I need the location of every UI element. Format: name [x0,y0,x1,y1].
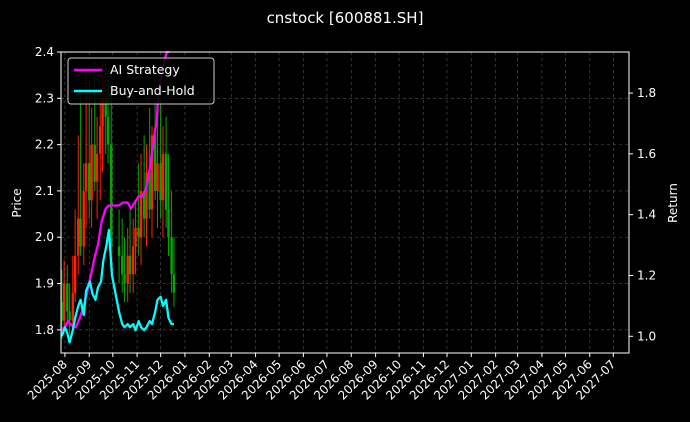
candle-body [79,218,82,247]
candle-body [126,255,129,284]
candle-body [139,190,143,238]
y-tick-label: 1.8 [35,323,54,337]
legend-label-ai-strategy: AI Strategy [110,62,180,77]
left-axis: 1.8 1.9 2.0 2.1 2.2 2.3 2.4 [35,45,61,337]
y-tick-label: 2.0 [35,230,54,244]
y-tick-label: 2.1 [35,184,54,198]
y-tick-label: 2.2 [35,138,54,152]
candle-body [62,283,66,321]
y-axis-label: Price [10,188,24,217]
y-tick-label: 2.3 [35,91,54,105]
candle-body [161,153,165,201]
candle-body [60,302,63,321]
candle-body [82,190,85,247]
candle-body [110,144,113,247]
candle-body [88,163,91,201]
candle-body [71,292,74,321]
series-line-buy-and-hold [60,228,174,344]
candle-body [170,237,173,275]
candle-body [93,144,96,182]
candle-body [101,98,104,127]
y2-tick-label: 1.8 [637,86,656,100]
candle-body [95,153,99,182]
candle-body [77,218,80,256]
candle-body [156,163,159,191]
candle-body [145,172,148,219]
candle-body [73,255,77,293]
chart-title: cnstock [600881.SH] [267,9,424,27]
legend-box [67,57,215,105]
candle-body [123,274,126,284]
candle-body [66,283,69,312]
y2-tick-label: 1.2 [637,268,656,282]
candles [60,61,176,340]
candle-body [128,255,132,275]
candle-body [134,227,137,247]
candle-body [90,144,93,201]
legend: AI Strategy Buy-and-Hold [67,57,215,105]
plot-frame [60,51,630,354]
y-tick-label: 2.4 [35,45,54,59]
candle-body [120,255,124,275]
candle-body [99,126,102,154]
candle-body [106,116,110,145]
y2-tick-label: 1.6 [637,147,656,161]
series-line-ai-strategy [61,50,170,332]
candle-body [104,98,107,117]
candle-body [84,163,88,191]
legend-label-buy-and-hold: Buy-and-Hold [110,83,195,98]
y2-axis-label: Return [666,183,680,223]
y-tick-label: 1.9 [35,277,54,291]
candle-body [159,163,162,201]
candle-body [137,227,140,238]
candle-body [68,311,71,321]
series-lines [60,50,174,344]
right-axis: 1.0 1.2 1.4 1.6 1.8 [629,86,656,343]
y2-tick-label: 1.0 [637,329,656,343]
candle-body [148,172,151,210]
candle-body [131,246,135,275]
candle-body [153,135,157,191]
candle-body [164,153,168,210]
candle-body [150,135,154,210]
candle-body [167,209,170,238]
candle-body [142,190,146,219]
y2-tick-label: 1.4 [637,208,656,222]
candle-body [117,246,121,256]
candle-body [172,274,176,293]
